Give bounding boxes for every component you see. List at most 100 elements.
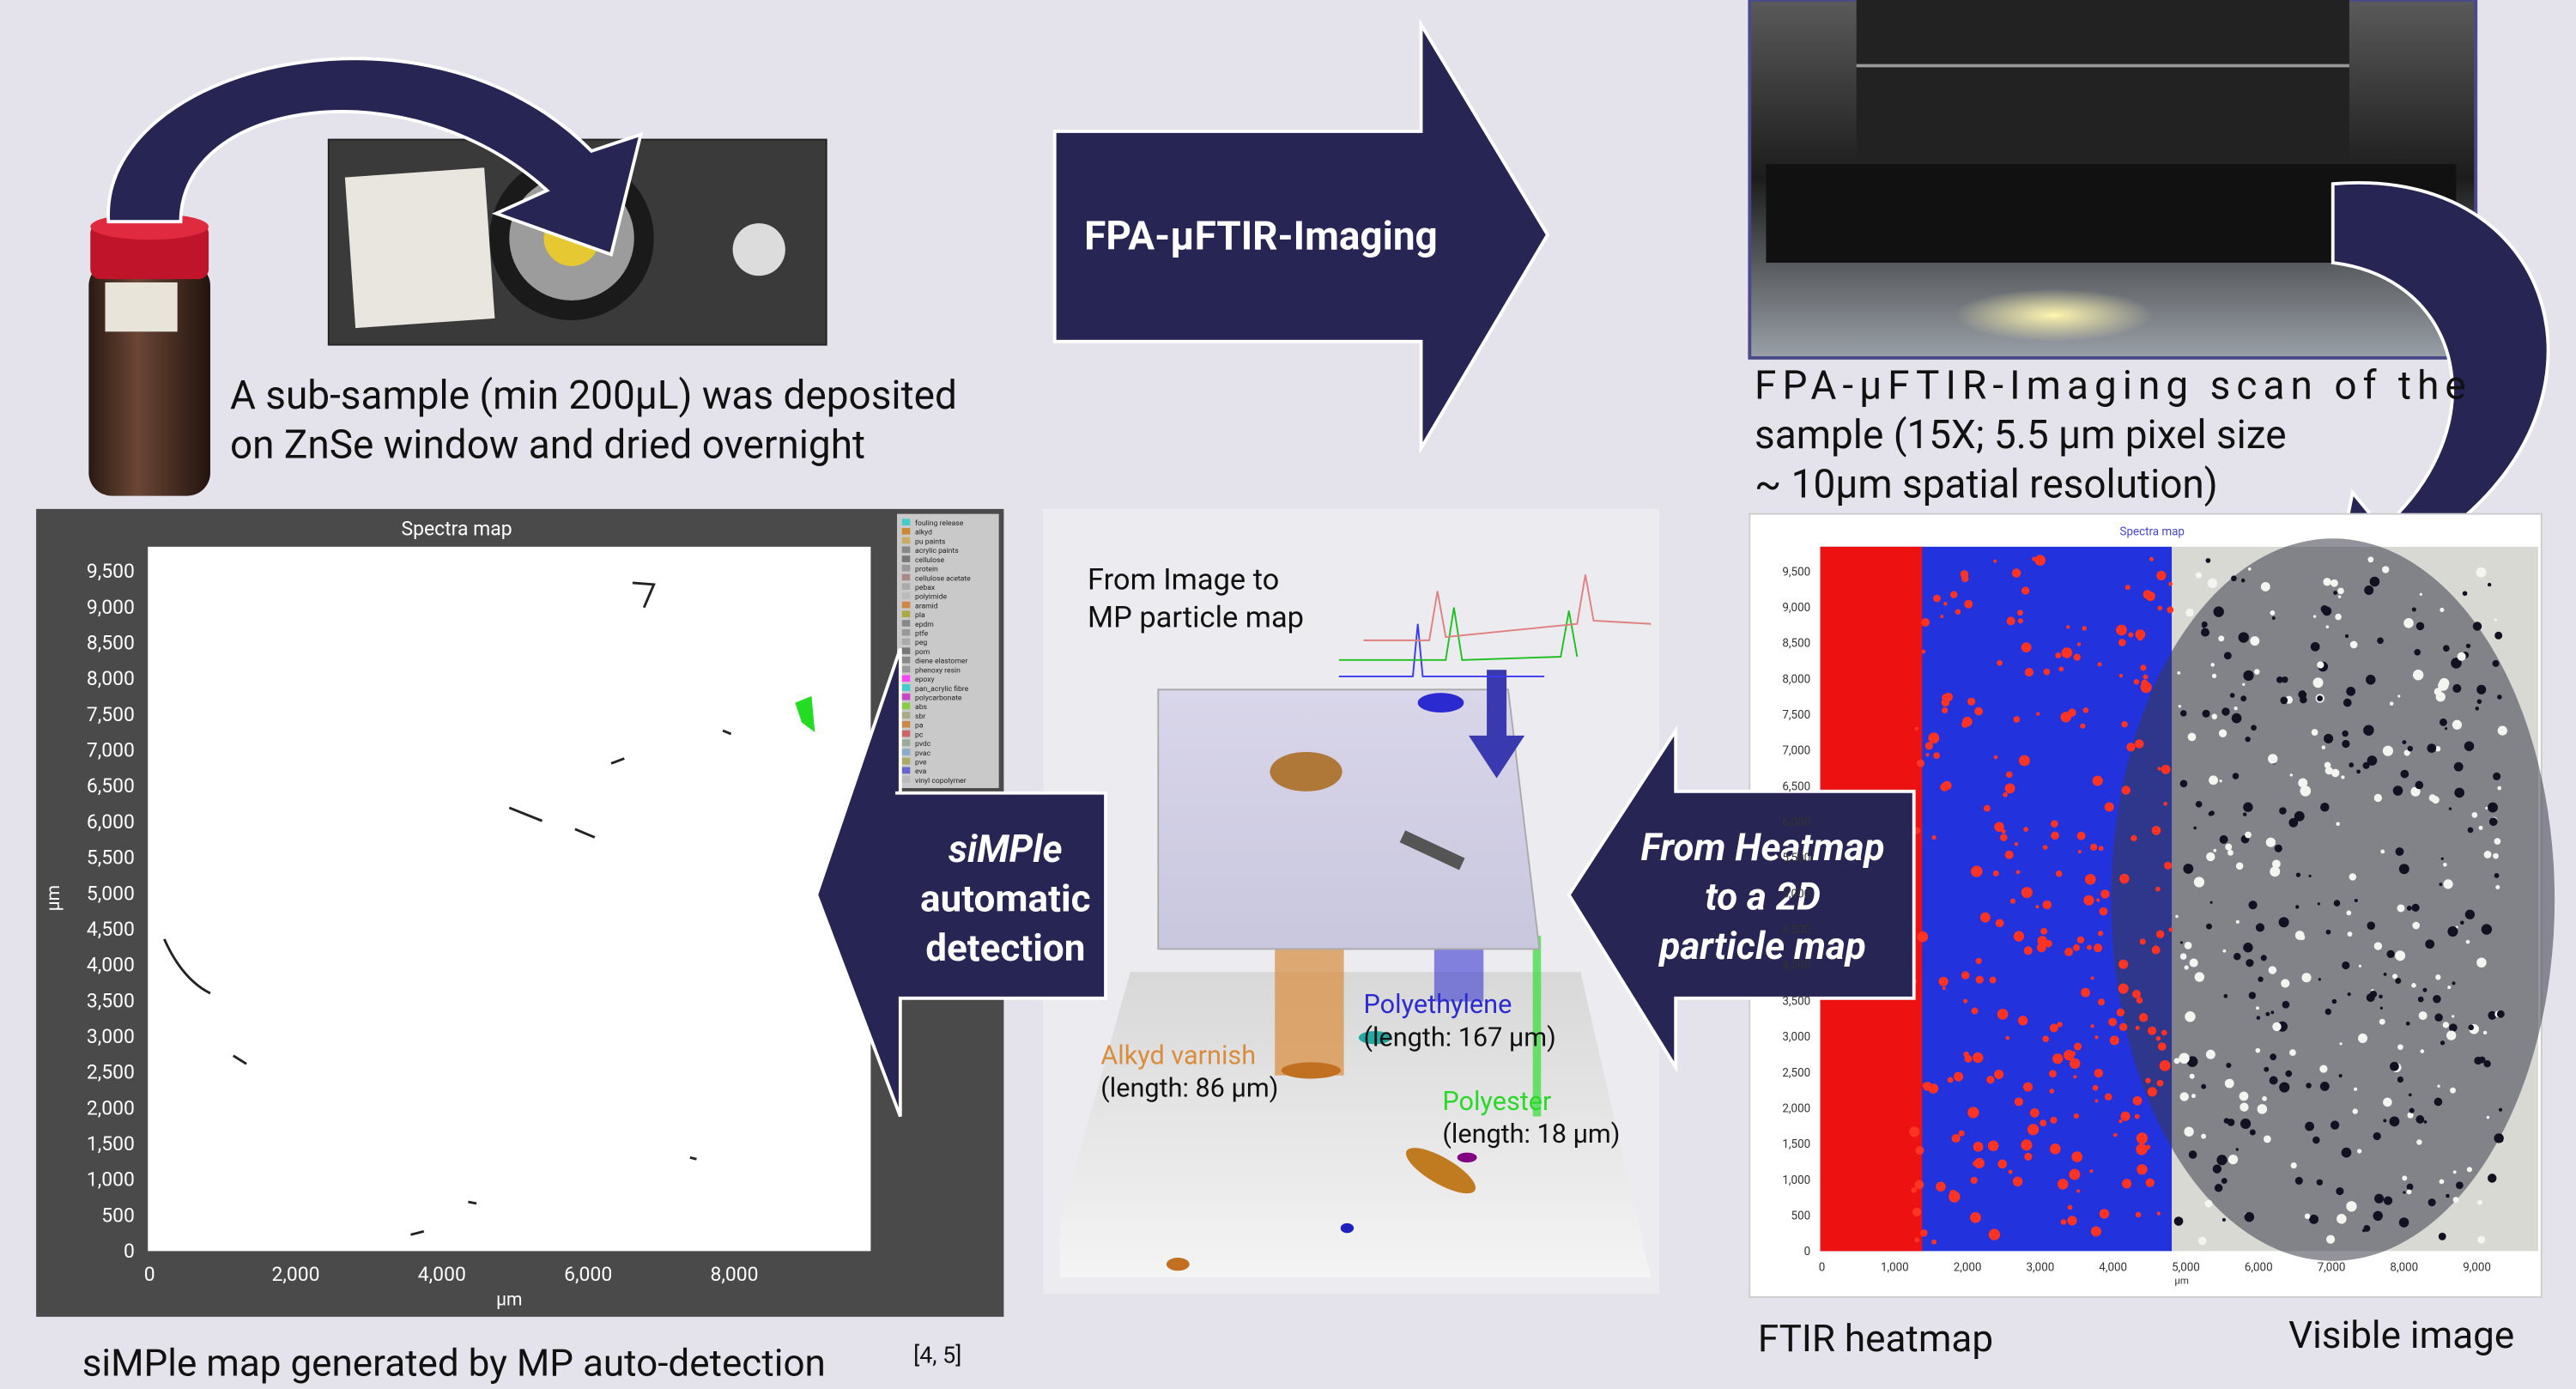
heatmap-speck bbox=[2040, 928, 2047, 935]
heatmap-x-tick-label: 6,000 bbox=[2245, 1261, 2273, 1274]
heatmap-speck bbox=[2094, 1035, 2098, 1039]
visible-speck bbox=[2380, 849, 2385, 853]
visible-speck bbox=[2226, 1063, 2231, 1068]
visible-speck bbox=[2497, 786, 2501, 791]
visible-speck bbox=[2443, 1022, 2449, 1028]
visible-speck bbox=[2367, 556, 2373, 562]
visible-speck bbox=[2317, 1180, 2323, 1186]
heatmap-speck bbox=[1915, 726, 1919, 731]
visible-speck bbox=[2424, 1120, 2428, 1124]
heatmap-speck bbox=[1939, 977, 1949, 986]
heatmap-speck bbox=[1936, 1181, 1945, 1191]
visible-speck bbox=[2295, 905, 2299, 908]
heatmap-speck bbox=[2009, 1170, 2013, 1174]
heatmap-speck bbox=[1972, 1008, 1979, 1015]
heatmap-speck bbox=[2157, 606, 2162, 611]
heatmap-speck bbox=[1961, 570, 1968, 578]
heatmap-speck bbox=[2010, 899, 2015, 904]
heatmap-speck bbox=[2140, 938, 2146, 944]
particle-map-heading: From Image to bbox=[1088, 563, 1279, 597]
visible-speck bbox=[2209, 810, 2215, 816]
legend-label: vinyl copolymer bbox=[915, 777, 967, 785]
fpa-caption: sample (15X; 5.5 µm pixel size bbox=[1755, 412, 2287, 458]
visible-speck bbox=[2342, 731, 2349, 737]
heatmap-speck bbox=[1923, 1083, 1929, 1089]
heatmap-speck bbox=[2049, 1070, 2057, 1077]
heatmap-speck bbox=[1964, 600, 1973, 609]
heatmap-y-tick-label: 5,000 bbox=[1782, 888, 1810, 901]
heatmap-speck bbox=[2091, 976, 2094, 980]
heatmap-speck bbox=[1967, 1107, 1979, 1118]
visible-speck bbox=[2227, 1119, 2235, 1126]
visible-speck bbox=[2184, 1127, 2193, 1137]
visible-speck bbox=[2326, 1235, 2335, 1244]
legend-swatch bbox=[902, 639, 911, 646]
visible-speck bbox=[2440, 1179, 2445, 1184]
legend-label: pa bbox=[915, 722, 924, 731]
legend-swatch bbox=[902, 666, 911, 673]
heatmap-speck bbox=[2122, 1179, 2131, 1188]
visible-speck bbox=[2476, 957, 2487, 967]
legend-label: fouling release bbox=[915, 519, 964, 528]
visible-speck bbox=[2208, 579, 2217, 588]
visible-speck bbox=[2234, 707, 2237, 710]
visible-speck bbox=[2194, 876, 2204, 887]
heatmap-speck bbox=[2051, 820, 2058, 828]
heatmap-speck bbox=[2134, 679, 2139, 684]
legend-swatch bbox=[902, 703, 911, 710]
heatmap-speck bbox=[2091, 1227, 2101, 1237]
visible-speck bbox=[2337, 1214, 2347, 1224]
legend-label: phenoxy resin bbox=[915, 666, 961, 675]
heatmap-speck bbox=[1993, 560, 1997, 563]
heatmap-speck bbox=[1920, 1229, 1927, 1236]
visible-speck bbox=[2409, 1108, 2415, 1113]
heatmap-speck bbox=[1994, 755, 1998, 760]
heatmap-speck bbox=[2051, 832, 2058, 840]
visible-speck bbox=[2209, 775, 2218, 785]
heatmap-speck bbox=[2074, 1043, 2082, 1051]
visible-speck bbox=[2337, 588, 2344, 595]
visible-speck bbox=[2191, 1094, 2196, 1098]
visible-speck bbox=[2179, 1053, 2189, 1064]
legend-label: protein bbox=[915, 566, 938, 574]
legend-label: ptfe bbox=[915, 630, 929, 639]
heatmap-speck bbox=[2136, 1143, 2147, 1155]
visible-speck bbox=[2180, 941, 2183, 943]
visible-speck bbox=[2335, 614, 2342, 621]
heatmap-speck bbox=[2137, 1132, 2148, 1143]
heatmap-speck bbox=[2098, 998, 2105, 1005]
visible-speck bbox=[2250, 1130, 2256, 1136]
visible-speck bbox=[2180, 710, 2186, 716]
heatmap-speck bbox=[2018, 618, 2023, 623]
legend-label: pom bbox=[915, 648, 930, 657]
fpa-caption: ~ 10µm spatial resolution) bbox=[1755, 462, 2218, 508]
visible-speck bbox=[2279, 917, 2289, 927]
visible-speck bbox=[2390, 1116, 2400, 1126]
visible-speck bbox=[2435, 974, 2440, 980]
visible-speck bbox=[2434, 1098, 2443, 1107]
visible-speck bbox=[2261, 955, 2267, 961]
visible-speck bbox=[2458, 652, 2466, 661]
visible-speck bbox=[2392, 974, 2397, 979]
visible-speck bbox=[2440, 719, 2447, 726]
visible-speck bbox=[2180, 780, 2188, 788]
visible-speck bbox=[2386, 950, 2394, 958]
visible-speck bbox=[2436, 692, 2446, 701]
heatmap-speck bbox=[2067, 1216, 2076, 1225]
visible-speck bbox=[2346, 1201, 2356, 1211]
heatmap-speck bbox=[2090, 844, 2097, 851]
legend-swatch bbox=[902, 694, 911, 701]
legend-swatch bbox=[902, 546, 911, 553]
visible-speck bbox=[2313, 677, 2324, 688]
visible-speck bbox=[2313, 615, 2317, 617]
visible-speck bbox=[2179, 705, 2181, 707]
visible-speck bbox=[2397, 694, 2400, 697]
heatmap-speck bbox=[1909, 1126, 1919, 1137]
y-tick-label: 8,500 bbox=[87, 632, 135, 655]
heatmap-speck bbox=[1976, 976, 1984, 984]
visible-speck bbox=[2418, 997, 2424, 1003]
visible-speck bbox=[2500, 1139, 2503, 1142]
legend-label: peg bbox=[915, 639, 927, 647]
visible-speck bbox=[2443, 879, 2452, 889]
visible-speck bbox=[2246, 959, 2253, 967]
